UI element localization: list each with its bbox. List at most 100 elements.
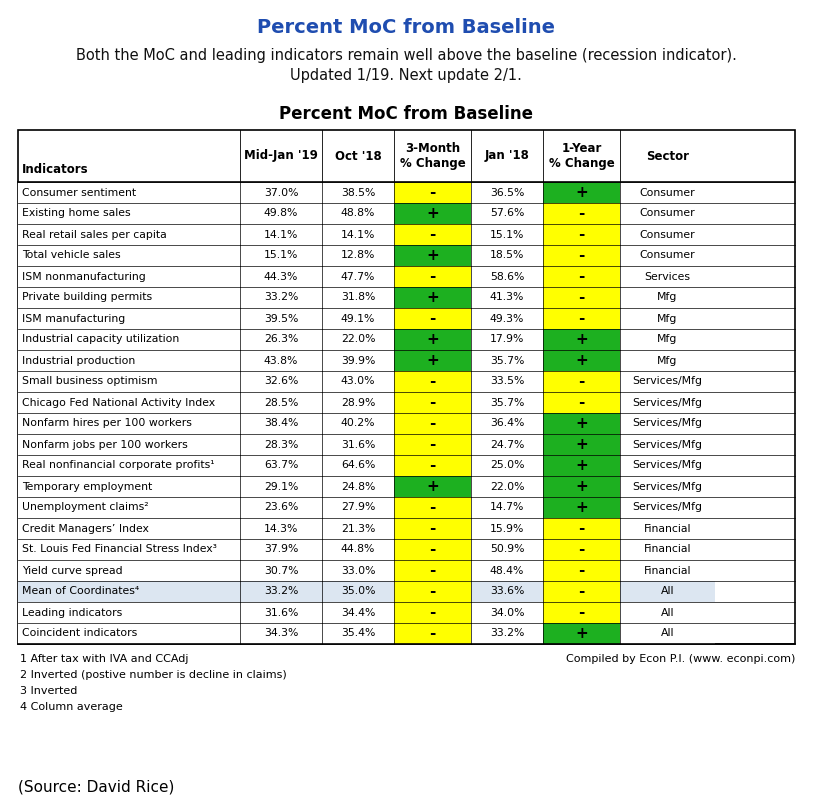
Bar: [471, 245, 543, 266]
Text: 29.1%: 29.1%: [263, 481, 298, 492]
Bar: [322, 518, 394, 539]
Bar: [322, 434, 394, 455]
Text: 33.2%: 33.2%: [489, 629, 524, 638]
Text: Services/Mfg: Services/Mfg: [633, 418, 702, 429]
Text: 49.1%: 49.1%: [341, 314, 375, 323]
Text: -: -: [578, 269, 585, 284]
Bar: [394, 245, 471, 266]
Bar: [240, 308, 322, 329]
Text: +: +: [575, 332, 588, 347]
Bar: [394, 350, 471, 371]
Text: -: -: [578, 248, 585, 263]
Text: 39.5%: 39.5%: [263, 314, 298, 323]
Bar: [620, 623, 715, 644]
Bar: [620, 392, 715, 413]
Text: +: +: [575, 479, 588, 494]
Bar: [471, 581, 543, 602]
Bar: [620, 182, 715, 203]
Bar: [240, 455, 322, 476]
Bar: [471, 266, 543, 287]
Text: 22.0%: 22.0%: [489, 481, 524, 492]
Text: 2 Inverted (postive number is decline in claims): 2 Inverted (postive number is decline in…: [20, 670, 287, 680]
Text: 12.8%: 12.8%: [341, 251, 375, 260]
Bar: [543, 497, 620, 518]
Text: 39.9%: 39.9%: [341, 355, 375, 365]
Text: -: -: [429, 185, 436, 200]
Bar: [620, 602, 715, 623]
Bar: [543, 266, 620, 287]
Text: -: -: [578, 605, 585, 620]
Bar: [394, 497, 471, 518]
Text: All: All: [661, 629, 674, 638]
Text: 40.2%: 40.2%: [341, 418, 376, 429]
Text: Oct '18: Oct '18: [335, 149, 381, 163]
Text: 34.0%: 34.0%: [489, 608, 524, 617]
Text: Percent MoC from Baseline: Percent MoC from Baseline: [279, 105, 533, 123]
Text: Services/Mfg: Services/Mfg: [633, 502, 702, 513]
Bar: [240, 287, 322, 308]
Bar: [620, 476, 715, 497]
Bar: [394, 455, 471, 476]
Bar: [18, 413, 240, 434]
Bar: [394, 371, 471, 392]
Bar: [322, 371, 394, 392]
Bar: [543, 392, 620, 413]
Text: 32.6%: 32.6%: [263, 376, 298, 387]
Bar: [471, 371, 543, 392]
Text: Both the MoC and leading indicators remain well above the baseline (recession in: Both the MoC and leading indicators rema…: [76, 48, 737, 63]
Text: Mean of Coordinates⁴: Mean of Coordinates⁴: [22, 587, 139, 596]
Bar: [18, 539, 240, 560]
Bar: [394, 287, 471, 308]
Bar: [543, 413, 620, 434]
Text: Consumer: Consumer: [640, 230, 695, 239]
Text: 49.8%: 49.8%: [263, 209, 298, 218]
Bar: [18, 287, 240, 308]
Text: Mfg: Mfg: [658, 355, 678, 365]
Bar: [471, 329, 543, 350]
Bar: [394, 392, 471, 413]
Text: -: -: [578, 374, 585, 389]
Text: 47.7%: 47.7%: [341, 272, 375, 281]
Text: 1 After tax with IVA and CCAdj: 1 After tax with IVA and CCAdj: [20, 654, 189, 664]
Bar: [620, 455, 715, 476]
Text: -: -: [578, 563, 585, 578]
Bar: [18, 130, 795, 644]
Bar: [322, 392, 394, 413]
Text: 18.5%: 18.5%: [489, 251, 524, 260]
Bar: [322, 350, 394, 371]
Text: 3-Month
% Change: 3-Month % Change: [400, 142, 465, 170]
Bar: [471, 623, 543, 644]
Text: 57.6%: 57.6%: [489, 209, 524, 218]
Text: Financial: Financial: [644, 524, 691, 534]
Text: -: -: [429, 500, 436, 515]
Bar: [240, 518, 322, 539]
Bar: [394, 560, 471, 581]
Bar: [240, 371, 322, 392]
Bar: [471, 539, 543, 560]
Text: 31.6%: 31.6%: [263, 608, 298, 617]
Text: 48.4%: 48.4%: [489, 566, 524, 575]
Text: Real retail sales per capita: Real retail sales per capita: [22, 230, 167, 239]
Bar: [322, 203, 394, 224]
Text: -: -: [578, 521, 585, 536]
Text: 35.7%: 35.7%: [489, 397, 524, 408]
Text: -: -: [578, 311, 585, 326]
Bar: [471, 497, 543, 518]
Text: +: +: [426, 290, 439, 305]
Bar: [240, 392, 322, 413]
Bar: [620, 308, 715, 329]
Text: 24.7%: 24.7%: [489, 439, 524, 450]
Bar: [471, 476, 543, 497]
Text: Services/Mfg: Services/Mfg: [633, 376, 702, 387]
Bar: [543, 539, 620, 560]
Bar: [322, 266, 394, 287]
Text: -: -: [578, 395, 585, 410]
Bar: [620, 224, 715, 245]
Text: -: -: [429, 269, 436, 284]
Bar: [543, 224, 620, 245]
Bar: [240, 623, 322, 644]
Text: 22.0%: 22.0%: [341, 334, 376, 344]
Bar: [394, 518, 471, 539]
Bar: [471, 602, 543, 623]
Bar: [394, 182, 471, 203]
